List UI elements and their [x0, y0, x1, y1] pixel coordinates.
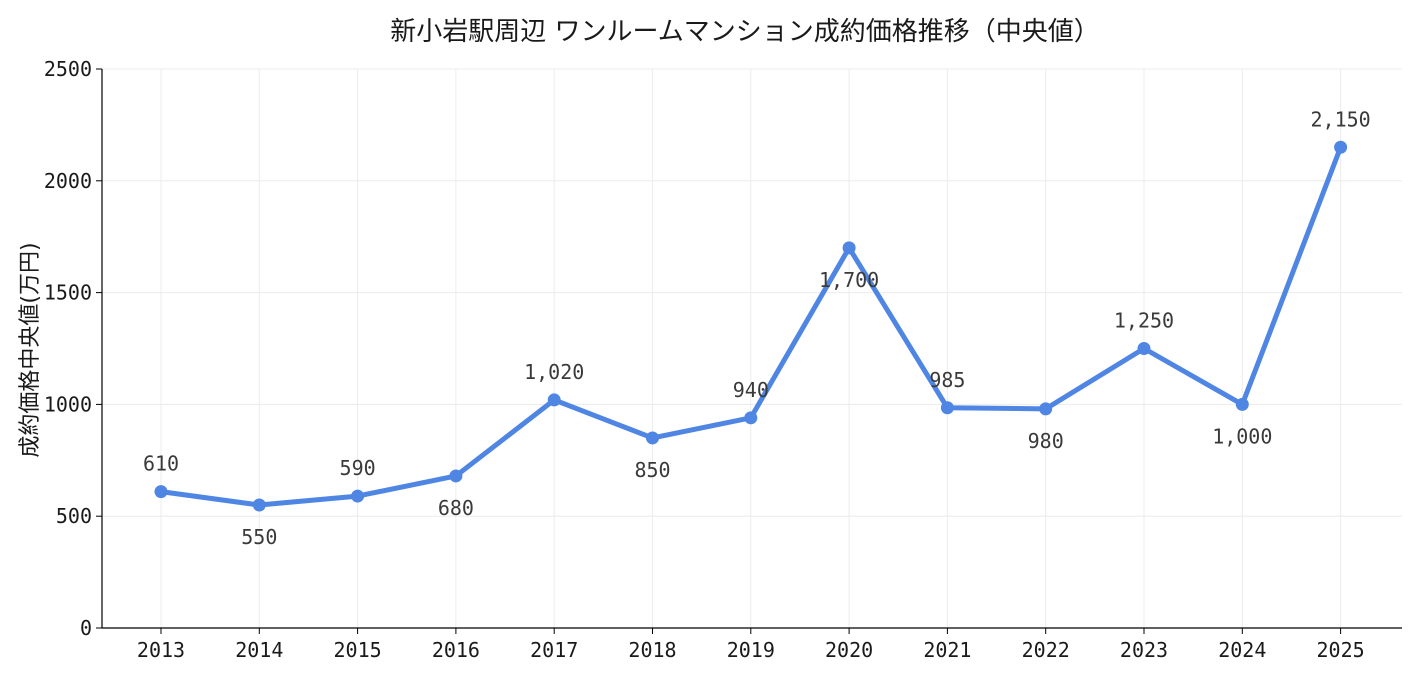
data-label: 850: [634, 458, 670, 482]
x-tick-label: 2015: [334, 638, 382, 662]
data-labels: 610 550 590 680 1,020 850 940 1,700 985 980 1,250 1…: [143, 107, 1371, 549]
data-point: [646, 431, 659, 445]
y-tick-label: 1000: [44, 392, 92, 416]
y-ticks: 0 500 1000 1500 2000 2500: [44, 57, 102, 640]
data-point: [940, 401, 954, 415]
data-point: [547, 393, 561, 407]
y-axis-label: 成約価格中央値(万円): [18, 242, 43, 457]
x-tick-label: 2025: [1317, 638, 1365, 662]
series-price: [154, 140, 1348, 512]
data-point: [154, 485, 168, 499]
x-tick-label: 2019: [727, 638, 775, 662]
x-tick-label: 2014: [235, 638, 283, 662]
data-label: 2,150: [1310, 107, 1370, 131]
x-tick-label: 2023: [1120, 638, 1168, 662]
data-label: 1,250: [1114, 309, 1174, 333]
data-label: 610: [143, 452, 179, 476]
x-tick-label: 2016: [432, 638, 480, 662]
data-point: [1137, 342, 1151, 355]
data-point: [1235, 397, 1249, 411]
data-label: 940: [733, 378, 769, 402]
x-tick-label: 2017: [530, 638, 578, 662]
y-tick-label: 0: [80, 616, 92, 640]
data-point: [252, 498, 266, 512]
x-tick-label: 2018: [628, 638, 676, 662]
data-label: 590: [340, 456, 376, 480]
x-tick-label: 2021: [923, 638, 971, 662]
x-tick-label: 2013: [137, 638, 185, 662]
data-point: [351, 489, 365, 503]
x-tick-label: 2024: [1218, 638, 1266, 662]
y-tick-label: 1500: [44, 281, 92, 305]
y-tick-label: 500: [56, 504, 92, 528]
data-label: 1,000: [1212, 424, 1272, 448]
data-label: 550: [241, 525, 277, 549]
data-point: [1039, 402, 1053, 416]
y-tick-label: 2500: [44, 57, 92, 81]
data-point: [744, 411, 758, 425]
y-tick-label: 2000: [44, 169, 92, 193]
grid-lines: [102, 68, 1402, 628]
data-label: 980: [1028, 429, 1064, 453]
chart-title: 新小岩駅周辺 ワンルームマンション成約価格推移（中央値）: [390, 17, 1100, 47]
data-label: 1,700: [819, 268, 879, 292]
data-point: [842, 241, 856, 255]
data-label: 985: [929, 368, 965, 392]
data-label: 1,020: [524, 360, 584, 384]
data-point: [1334, 140, 1348, 154]
data-label: 680: [438, 496, 474, 520]
data-point: [449, 469, 463, 483]
x-tick-label: 2022: [1022, 638, 1070, 662]
axes: [101, 69, 1402, 629]
x-ticks: 2013 2014 2015 2016 2017 2018 2019 2020 2021 2022…: [137, 628, 1365, 662]
x-tick-label: 2020: [825, 638, 873, 662]
